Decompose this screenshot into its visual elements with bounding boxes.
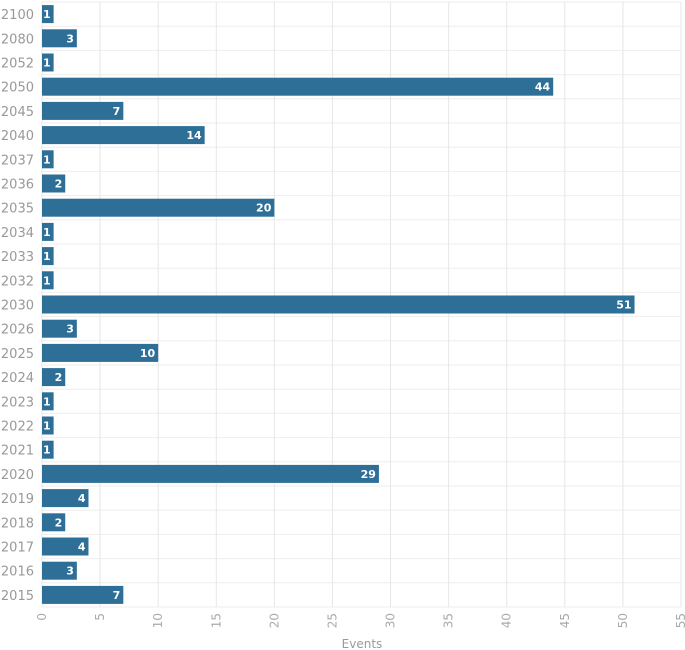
row-gridlines (42, 1, 681, 608)
bar-value-label: 1 (43, 57, 51, 70)
bar (42, 537, 89, 556)
bar (42, 126, 205, 145)
y-category-label: 2019 (1, 492, 34, 507)
bar-value-label: 1 (43, 226, 51, 239)
y-category-label: 2017 (1, 541, 34, 556)
bar-value-label: 29 (361, 468, 376, 481)
bar-value-label: 3 (66, 565, 74, 578)
y-category-label: 2016 (1, 565, 34, 580)
bar-value-label: 44 (535, 81, 551, 94)
bar (42, 392, 54, 411)
bar (42, 150, 54, 169)
bar (42, 585, 124, 604)
bar-value-label: 3 (66, 32, 74, 45)
bar-value-label: 7 (113, 105, 121, 118)
x-tick-label: 15 (209, 613, 223, 628)
bar-value-label: 1 (43, 250, 51, 263)
bar (42, 222, 54, 241)
y-axis-labels: 2100 2080 2052 2050 2045 2040 2037 2036 2035 2034… (1, 8, 34, 604)
bar (42, 464, 379, 483)
x-tick-label: 55 (674, 613, 685, 628)
bar (42, 489, 89, 508)
y-category-label: 2030 (1, 299, 34, 314)
bar-value-label: 4 (78, 492, 86, 505)
x-tick-label: 45 (558, 613, 572, 628)
bar-value-label: 10 (140, 347, 156, 360)
bar (42, 101, 124, 120)
x-tick-label: 20 (267, 613, 281, 628)
y-category-label: 2100 (1, 8, 34, 23)
y-category-label: 2037 (1, 153, 34, 168)
bar-value-label: 3 (66, 323, 74, 336)
bar-value-label: 14 (186, 129, 202, 142)
bar-value-label: 1 (43, 274, 51, 287)
bar-value-label: 1 (43, 395, 51, 408)
bar (42, 198, 275, 217)
y-category-label: 2050 (1, 81, 34, 96)
bar-value-label: 2 (55, 516, 63, 529)
bar-value-label: 1 (43, 153, 51, 166)
y-category-label: 2015 (1, 589, 34, 604)
bar-value-label: 1 (43, 8, 51, 21)
bar-value-label: 20 (256, 202, 272, 215)
y-category-label: 2032 (1, 274, 34, 289)
x-tick-label: 30 (384, 613, 398, 628)
y-category-label: 2040 (1, 129, 34, 144)
bar-value-label: 7 (113, 589, 121, 602)
x-tick-label: 50 (616, 613, 630, 628)
bar (42, 440, 54, 459)
y-category-label: 2045 (1, 105, 34, 120)
bar (42, 319, 77, 338)
y-category-label: 2033 (1, 250, 34, 265)
x-tick-label: 35 (442, 613, 456, 628)
bar-value-label: 1 (43, 420, 51, 433)
y-category-label: 2022 (1, 420, 34, 435)
bar (42, 561, 77, 580)
x-tick-label: 5 (93, 613, 107, 621)
x-tick-label: 0 (35, 613, 49, 621)
x-axis-ticks: 0 5 10 15 20 25 30 35 40 45 50 55 (35, 613, 685, 628)
y-category-label: 2021 (1, 444, 34, 459)
bar (42, 247, 54, 266)
y-category-label: 2023 (1, 395, 34, 410)
bar-value-label: 2 (55, 178, 63, 191)
y-category-label: 2034 (1, 226, 34, 241)
bar (42, 368, 66, 387)
bar (42, 513, 66, 532)
y-category-label: 2052 (1, 57, 34, 72)
y-category-label: 2024 (1, 371, 34, 386)
y-category-label: 2036 (1, 178, 34, 193)
y-category-label: 2018 (1, 516, 34, 531)
bar-value-label: 1 (43, 444, 51, 457)
y-category-label: 2080 (1, 32, 34, 47)
bars (42, 5, 635, 604)
bar (42, 29, 77, 48)
x-tick-label: 10 (151, 613, 165, 628)
bar (42, 416, 54, 435)
y-category-label: 2026 (1, 323, 34, 338)
y-category-label: 2020 (1, 468, 34, 483)
bar (42, 343, 159, 362)
bar (42, 295, 635, 314)
bar (42, 53, 54, 72)
x-tick-label: 40 (500, 613, 514, 628)
x-axis-title: Events (342, 637, 383, 650)
bar (42, 271, 54, 290)
y-category-label: 2035 (1, 202, 34, 217)
bar (42, 77, 554, 96)
x-tick-label: 25 (325, 613, 339, 628)
bar-value-label: 51 (616, 299, 631, 312)
y-category-label: 2025 (1, 347, 34, 362)
bar-value-label: 2 (55, 371, 63, 384)
bar-value-label: 4 (78, 541, 86, 554)
bar (42, 5, 54, 24)
bar (42, 174, 66, 193)
